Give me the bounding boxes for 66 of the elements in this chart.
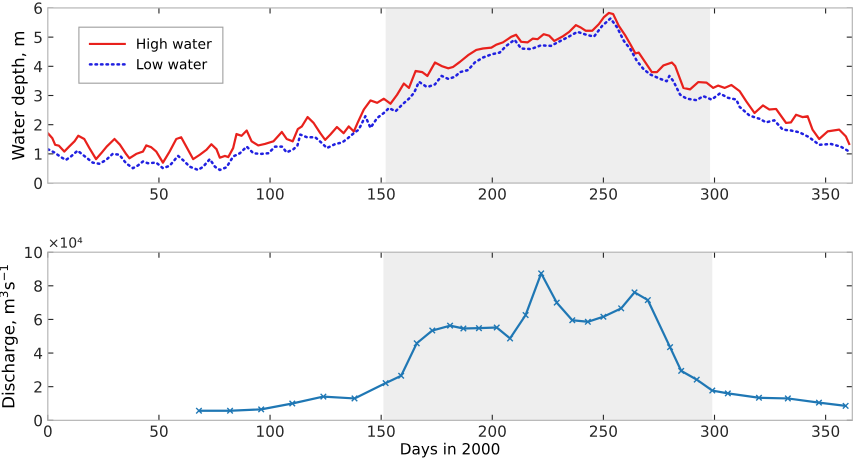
- x-tick-label: 0: [44, 425, 52, 437]
- point: [553, 299, 560, 306]
- x-tick-label: 250: [590, 188, 617, 200]
- point: [755, 394, 762, 402]
- point: [398, 372, 405, 380]
- y-tick-label: 3: [34, 90, 42, 102]
- point: [538, 270, 545, 277]
- legend-label: Low water: [137, 59, 208, 70]
- point: [631, 288, 638, 296]
- x-tick-label: 200: [478, 425, 506, 437]
- legend-label: High water: [137, 38, 212, 52]
- x-tick-label: 50: [150, 425, 168, 437]
- point: [446, 322, 454, 330]
- y-tick-label: 1: [34, 148, 42, 160]
- point: [600, 313, 607, 320]
- point: [475, 324, 482, 332]
- point: [644, 296, 652, 304]
- point: [460, 325, 467, 332]
- point: [568, 316, 576, 324]
- x-tick-label: 150: [368, 188, 395, 200]
- x-axis-title: Days in 2000: [401, 442, 500, 458]
- x-tick-label: 100: [257, 425, 284, 437]
- y-tick-label: 6: [34, 2, 42, 14]
- x-tick-label: 300: [701, 188, 728, 200]
- point: [522, 312, 530, 319]
- point: [258, 406, 265, 413]
- y-axis-title: Water depth, m: [12, 32, 28, 160]
- x-tick-label: 300: [701, 425, 728, 437]
- point: [842, 402, 850, 410]
- y-tick-label: 4: [34, 348, 42, 359]
- point: [724, 390, 732, 397]
- y-tick-label: 8: [34, 280, 42, 292]
- x-tick-label: 250: [590, 425, 617, 437]
- point: [678, 367, 685, 374]
- x-tick-label: 100: [257, 188, 284, 200]
- x-tick-label: 50: [150, 188, 168, 200]
- text: ×10⁴: [50, 237, 82, 248]
- point: [493, 324, 500, 331]
- point: [618, 304, 625, 312]
- point: [428, 327, 436, 334]
- y-tick-label: 0: [34, 178, 42, 190]
- point: [195, 407, 202, 414]
- y-tick-label: 5: [34, 32, 42, 44]
- point: [584, 318, 592, 326]
- point: [351, 394, 358, 402]
- point: [288, 400, 296, 407]
- y-tick-label: 4: [34, 60, 42, 72]
- point: [815, 399, 822, 406]
- y-tick-label: 10: [25, 246, 42, 258]
- x-tick-label: 350: [812, 425, 840, 437]
- point: [226, 407, 234, 414]
- point: [784, 394, 792, 402]
- x-tick-label: 350: [812, 188, 840, 200]
- x-tick-label: 200: [478, 188, 506, 200]
- point: [413, 340, 420, 347]
- point: [320, 393, 327, 400]
- point: [382, 380, 390, 387]
- x-tick-label: 150: [368, 425, 395, 437]
- y-tick-label: 2: [34, 119, 42, 130]
- point: [708, 387, 716, 394]
- point: [506, 334, 514, 342]
- point: [693, 376, 700, 384]
- y-tick-label: 2: [34, 381, 42, 392]
- point: [666, 344, 674, 351]
- y-tick-label: 6: [34, 314, 42, 326]
- y-tick-label: 0: [34, 414, 42, 426]
